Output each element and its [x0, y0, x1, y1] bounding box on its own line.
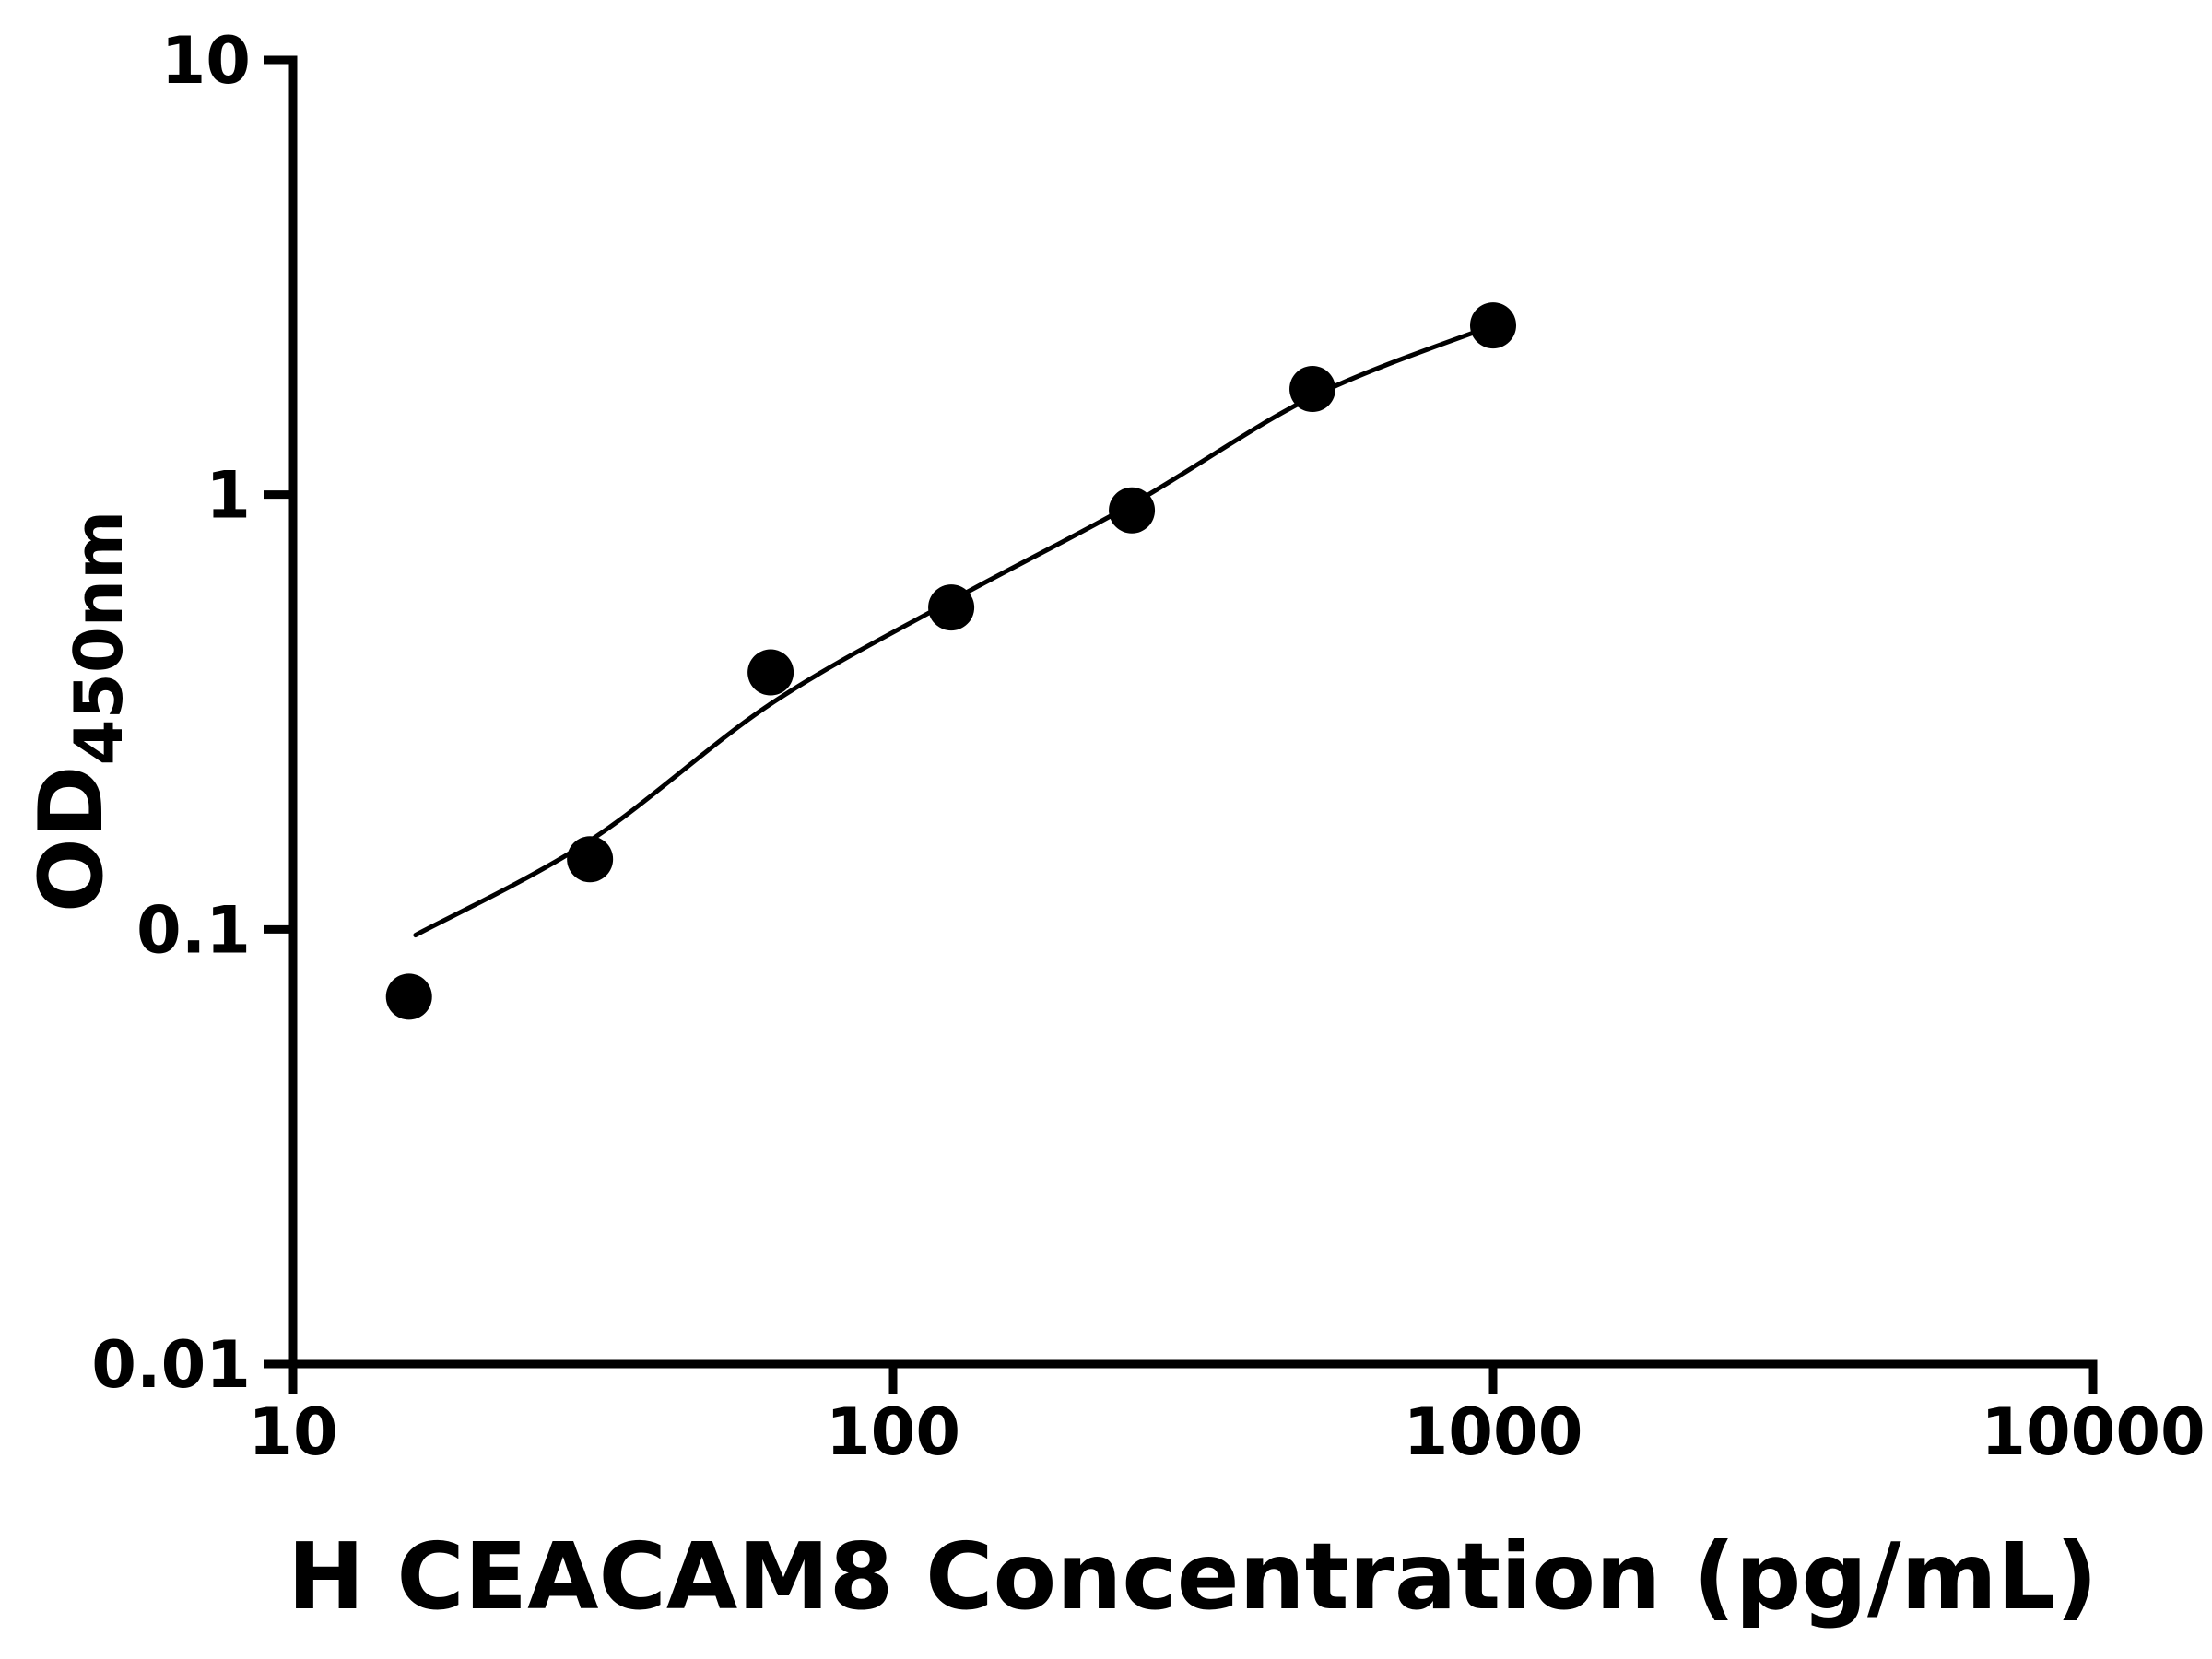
data-point: [567, 836, 614, 883]
data-layer: [385, 302, 1516, 1020]
axis-spines: [288, 55, 2098, 1369]
y-tick-label: 0.1: [136, 892, 251, 968]
y-tick-label: 1: [206, 458, 251, 534]
x-tick-label: 100: [826, 1394, 960, 1470]
x-tick-label: 10: [248, 1394, 337, 1470]
data-point: [747, 649, 794, 696]
x-tick-label: 10000: [1981, 1394, 2206, 1470]
data-point: [1470, 302, 1516, 349]
y-axis-title: OD450nm: [21, 511, 137, 912]
x-axis-title: H CEACAM8 Concentration (pg/mL): [288, 1523, 2098, 1630]
data-point: [1289, 366, 1336, 413]
y-tick-label: 10: [161, 23, 251, 99]
x-tick-label: 1000: [1404, 1394, 1583, 1470]
y-axis-title-main: OD: [21, 765, 123, 912]
data-point: [385, 973, 432, 1020]
data-point: [1109, 487, 1156, 534]
y-axis-title-subscript: 450nm: [60, 511, 137, 766]
y-tick-label: 0.01: [91, 1327, 251, 1403]
data-point: [928, 584, 975, 631]
axes-layer: 10 100 1000 10000 0.01 0.1 1 10: [91, 23, 2205, 1470]
